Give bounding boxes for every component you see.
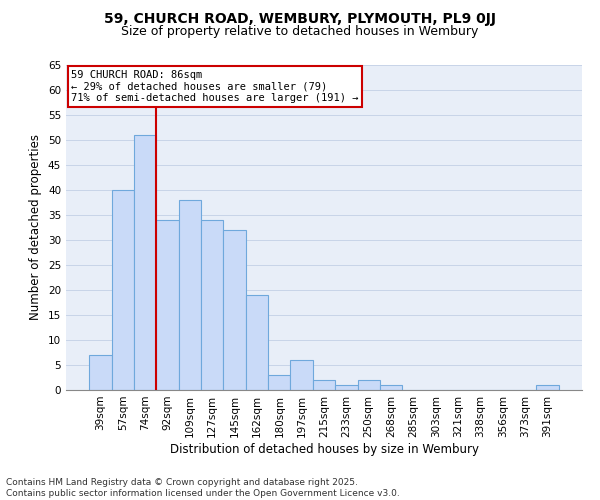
Bar (89, 355, 112, 390)
Bar (112, 190, 134, 390)
Text: Contains HM Land Registry data © Crown copyright and database right 2025.
Contai: Contains HM Land Registry data © Crown c… (6, 478, 400, 498)
Bar (223, 230, 246, 390)
Bar (335, 385, 358, 390)
Bar (268, 375, 290, 390)
Text: 59, CHURCH ROAD, WEMBURY, PLYMOUTH, PL9 0JJ: 59, CHURCH ROAD, WEMBURY, PLYMOUTH, PL9 … (104, 12, 496, 26)
Bar (290, 360, 313, 390)
Bar (179, 200, 201, 390)
Bar (313, 380, 335, 390)
Bar (358, 380, 380, 390)
Y-axis label: Number of detached properties: Number of detached properties (29, 134, 43, 320)
Bar (536, 385, 559, 390)
Bar (157, 220, 179, 390)
Bar (380, 385, 402, 390)
Bar (246, 295, 268, 390)
Text: 59 CHURCH ROAD: 86sqm
← 29% of detached houses are smaller (79)
71% of semi-deta: 59 CHURCH ROAD: 86sqm ← 29% of detached … (71, 70, 359, 103)
X-axis label: Distribution of detached houses by size in Wembury: Distribution of detached houses by size … (170, 442, 479, 456)
Text: Size of property relative to detached houses in Wembury: Size of property relative to detached ho… (121, 25, 479, 38)
Bar (134, 135, 157, 390)
Bar (201, 220, 223, 390)
